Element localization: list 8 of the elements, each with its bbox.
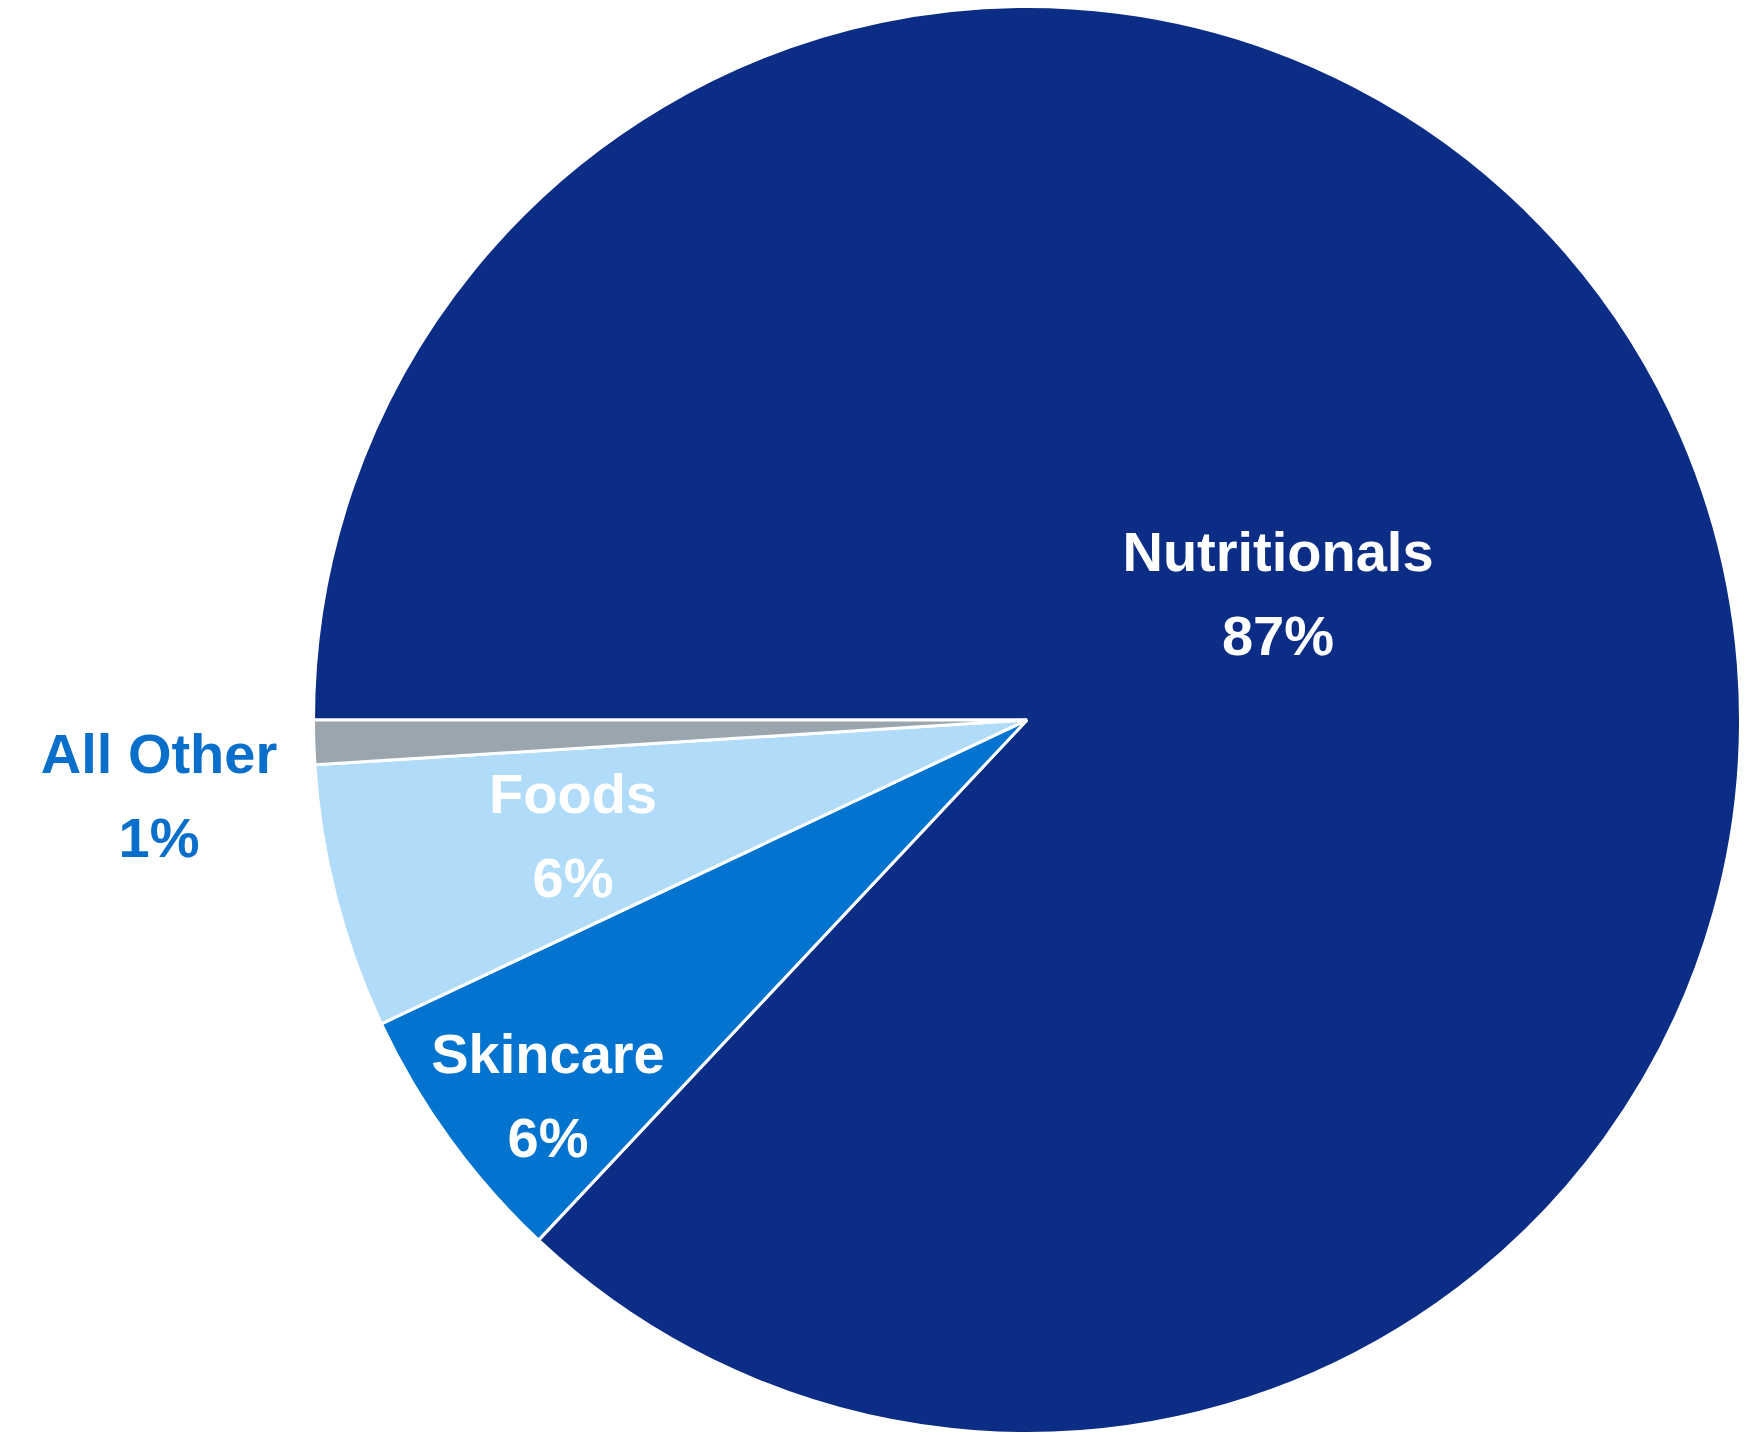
slice-label: All Other <box>40 722 278 786</box>
slice-label: Nutritionals <box>1122 520 1434 584</box>
data-label: 1% <box>118 806 200 870</box>
slice-label: Foods <box>489 762 657 826</box>
data-label: 6% <box>507 1106 589 1170</box>
data-label: 87% <box>1221 604 1335 668</box>
slice-label: Skincare <box>431 1022 665 1086</box>
data-label: 6% <box>532 846 614 910</box>
